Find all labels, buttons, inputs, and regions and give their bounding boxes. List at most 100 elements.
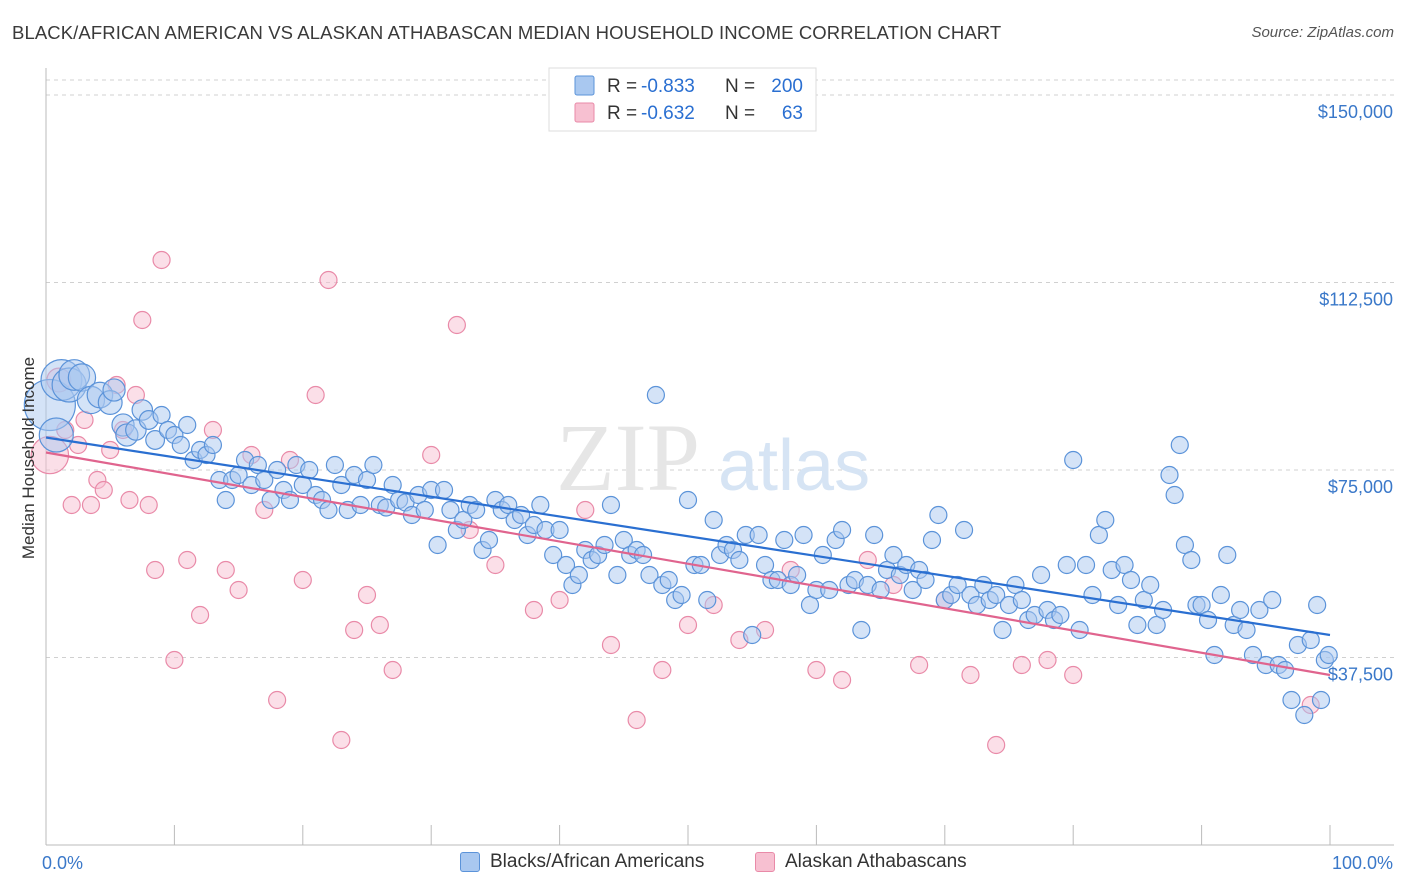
watermark-atlas: atlas: [718, 426, 870, 506]
x-tick-label-1: 100.0%: [1332, 853, 1393, 873]
alaskan-athabascans-point-29: [306, 385, 325, 405]
y-tick-label-3: $150,000: [1318, 102, 1393, 122]
blacks-african-americans-point-156: [1051, 605, 1070, 625]
blacks-african-americans-point-166: [1115, 555, 1134, 575]
alaskan-athabascans-point-52: [832, 670, 852, 690]
alaskan-athabascans-point-33: [357, 585, 377, 605]
bottom-legend-swatch-blue: [460, 852, 480, 872]
alaskan-athabascans-point-57: [961, 665, 980, 685]
blacks-african-americans-point-39: [300, 460, 319, 480]
blacks-african-americans-point-34: [268, 460, 287, 480]
blacks-african-americans-point-193: [1282, 690, 1301, 710]
blacks-african-americans-point-117: [800, 595, 820, 615]
alaskan-athabascans-point-14: [133, 310, 152, 330]
blacks-african-americans-point-174: [1165, 485, 1184, 505]
blacks-african-americans-point-95: [659, 570, 678, 590]
blacks-african-americans-point-150: [1012, 590, 1031, 610]
blacks-african-americans-point-67: [479, 530, 499, 550]
blacks-african-americans-point-171: [1147, 615, 1166, 635]
watermark-zip: ZIP: [556, 404, 700, 511]
legend-r-value-pink: -0.632: [641, 103, 695, 124]
blacks-african-americans-point-92: [640, 565, 659, 585]
blacks-african-americans-point-88: [614, 530, 633, 550]
blacks-african-americans-point-79: [556, 555, 576, 575]
alaskan-athabascans-point-43: [601, 635, 621, 655]
alaskan-athabascans-point-35: [383, 660, 402, 680]
blacks-african-americans-point-136: [922, 530, 942, 550]
alaskan-athabascans-point-53: [858, 550, 877, 570]
alaskan-athabascans-point-9: [101, 440, 120, 460]
blacks-african-americans-point-86: [601, 495, 621, 515]
alaskan-athabascans-point-22: [216, 560, 235, 580]
blacks-african-americans-point-125: [852, 620, 871, 640]
source-credit: Source: ZipAtlas.com: [1251, 24, 1394, 41]
trend-line-alaskan-athabascans: [45, 451, 1331, 677]
y-tick-label-1: $75,000: [1328, 477, 1393, 497]
blacks-african-americans-point-163: [1096, 510, 1115, 530]
alaskan-athabascans-point-3: [62, 495, 81, 515]
legend: R = -0.833 N = 200 R = -0.632 N = 63: [548, 67, 817, 132]
bottom-legend-swatch-pink: [755, 852, 775, 872]
alaskan-athabascans-point-18: [165, 650, 184, 670]
alaskan-athabascans-point-39: [486, 555, 505, 575]
blacks-african-americans-point-168: [1128, 615, 1147, 635]
blacks-african-americans-point-57: [415, 500, 434, 520]
blacks-african-americans-point-113: [775, 530, 794, 550]
alaskan-athabascans-point-51: [807, 660, 826, 680]
blacks-african-americans-point-157: [1057, 555, 1076, 575]
alaskan-athabascans-point-17: [152, 250, 171, 270]
bottom-legend-item-pink: Alaskan Athabascans: [755, 851, 967, 873]
blacks-african-americans-point-15: [145, 430, 166, 450]
blacks-african-americans-point-16: [152, 405, 171, 425]
blacks-african-americans-point-48: [357, 470, 377, 490]
blacks-african-americans-point-165: [1109, 595, 1128, 615]
bottom-legend-label-pink: Alaskan Athabascans: [785, 851, 967, 872]
legend-swatch-blue: [574, 75, 595, 96]
blacks-african-americans-point-140: [948, 575, 967, 595]
blacks-african-americans-point-169: [1134, 590, 1153, 610]
bottom-legend-label-blue: Blacks/African Americans: [490, 851, 705, 872]
gridlines: [46, 79, 1394, 658]
alaskan-athabascans-point-31: [332, 730, 351, 750]
blacks-african-americans-point-175: [1170, 435, 1189, 455]
alaskan-athabascans-point-8: [94, 480, 113, 500]
blacks-african-americans-point-98: [678, 490, 698, 510]
blacks-african-americans-point-130: [884, 545, 903, 565]
alaskan-athabascans-point-30: [319, 270, 338, 290]
alaskan-athabascans-point-61: [1064, 665, 1083, 685]
blacks-african-americans-point-106: [730, 550, 749, 570]
blacks-african-americans-point-43: [325, 455, 344, 475]
blacks-african-americans-point-24: [203, 435, 223, 455]
legend-n-label-pink: N =: [725, 103, 755, 124]
legend-r-label-blue: R =: [607, 76, 637, 97]
alaskan-athabascans-point-15: [139, 495, 158, 515]
alaskan-athabascans-point-58: [987, 735, 1006, 755]
blacks-african-americans-point-65: [467, 500, 486, 520]
alaskan-athabascans-point-28: [293, 570, 312, 590]
blacks-african-americans-point-122: [832, 520, 852, 540]
blacks-african-americans-point-75: [531, 495, 550, 515]
blacks-african-americans-point-102: [704, 510, 723, 530]
blacks-african-americans-point-146: [987, 585, 1006, 605]
legend-r-value-blue: -0.833: [641, 76, 695, 97]
blacks-african-americans-point-173: [1160, 465, 1179, 485]
blacks-african-americans-point-81: [569, 565, 588, 585]
blacks-african-americans-point-185: [1231, 600, 1250, 620]
blacks-african-americans-point-135: [916, 570, 935, 590]
blacks-african-americans-point-61: [441, 500, 460, 520]
blacks-african-americans-point-198: [1311, 690, 1331, 710]
tick-labels: $37,500 $75,000 $112,500 $150,000 0.0% 100.0%: [42, 102, 1393, 873]
alaskan-athabascans-point-20: [190, 605, 210, 625]
blacks-african-americans-point-182: [1211, 585, 1230, 605]
alaskan-athabascans-point-40: [524, 600, 544, 620]
alaskan-athabascans-point-46: [678, 615, 698, 635]
alaskan-athabascans-point-42: [576, 500, 595, 520]
alaskan-athabascans-point-36: [422, 445, 441, 465]
blacks-african-americans-point-187: [1243, 645, 1263, 665]
legend-n-value-pink: 63: [782, 103, 803, 124]
watermark: ZIP atlas: [556, 404, 870, 511]
alaskan-athabascans-point-16: [146, 560, 165, 580]
blacks-african-americans-point-158: [1064, 450, 1083, 470]
alaskan-athabascans-point-32: [345, 620, 364, 640]
